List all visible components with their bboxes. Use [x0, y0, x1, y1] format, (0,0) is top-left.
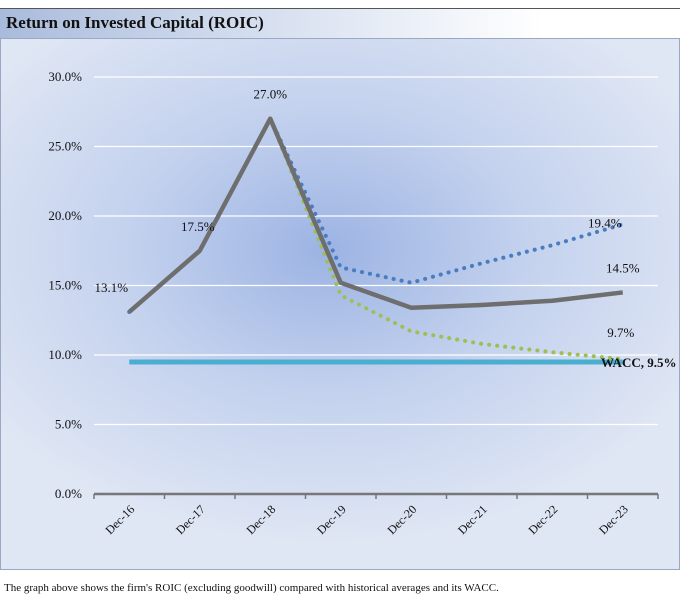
y-tick-label: 25.0%	[48, 139, 82, 154]
y-tick-label: 5.0%	[55, 417, 82, 432]
data-label: 9.7%	[607, 325, 634, 340]
series-line-upper-average-dotted-blue	[127, 116, 625, 314]
x-tick-label: Dec-18	[243, 502, 278, 537]
data-label: 19.4%	[588, 215, 622, 230]
chart-caption: The graph above shows the firm's ROIC (e…	[4, 582, 499, 594]
x-tick-label: Dec-17	[173, 502, 208, 537]
x-tick-label: Dec-16	[102, 502, 137, 537]
data-label: WACC, 9.5%	[601, 355, 676, 370]
x-tick-label: Dec-21	[455, 502, 490, 537]
data-label: 17.5%	[181, 219, 215, 234]
y-tick-label: 0.0%	[55, 486, 82, 501]
x-tick-label: Dec-23	[596, 502, 631, 537]
y-tick-label: 15.0%	[48, 278, 82, 293]
y-tick-label: 30.0%	[48, 69, 82, 84]
chart-title: Return on Invested Capital (ROIC)	[6, 13, 264, 32]
y-tick-label: 10.0%	[48, 347, 82, 362]
y-tick-label: 20.0%	[48, 208, 82, 223]
x-tick-label: Dec-20	[384, 502, 419, 537]
series-line-lower-average-dotted-green	[127, 116, 625, 362]
roic-line-chart: 0.0% 5.0% 10.0% 15.0% 20.0% 25.0% 30.0% Dec-16 D…	[48, 69, 676, 537]
x-tick-label: Dec-22	[525, 502, 560, 537]
data-label: 13.1%	[94, 280, 128, 295]
x-tick-label: Dec-19	[314, 502, 349, 537]
chart-title-bar: Return on Invested Capital (ROIC)	[0, 8, 680, 39]
data-label: 14.5%	[606, 260, 640, 275]
series-line-roic	[127, 116, 624, 314]
chart-frame: 0.0% 5.0% 10.0% 15.0% 20.0% 25.0% 30.0% Dec-16 D…	[0, 38, 680, 570]
data-label: 27.0%	[253, 87, 287, 102]
